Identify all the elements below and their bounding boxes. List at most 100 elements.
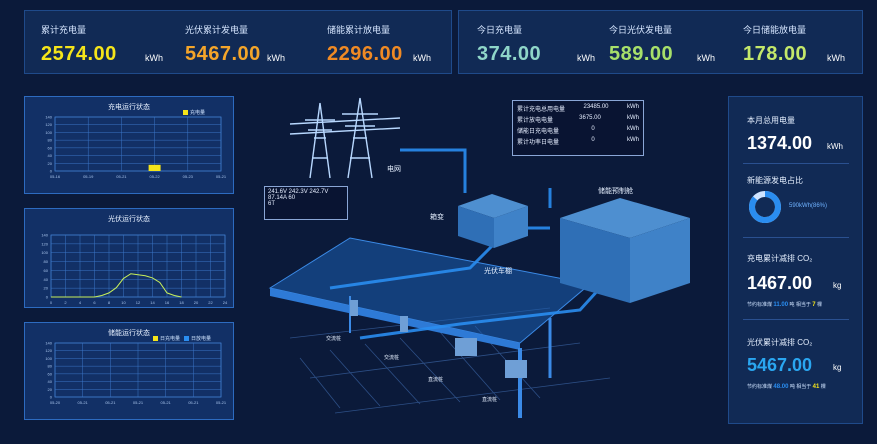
storage-info-key: 储能日充电电量 bbox=[517, 129, 560, 135]
storage-info-value: 0 bbox=[591, 137, 595, 143]
stat-value: 589.00 bbox=[609, 43, 674, 65]
grid-info-line: 6T bbox=[268, 201, 276, 207]
storage-info-unit: kWh bbox=[626, 137, 639, 143]
stat-value: 178.00 bbox=[743, 43, 808, 65]
charging-piles bbox=[350, 300, 527, 378]
y-tick-label: 40 bbox=[48, 379, 53, 384]
x-tick-label: 05-21 bbox=[78, 400, 89, 405]
transformer-right bbox=[494, 206, 528, 248]
y-tick-label: 120 bbox=[45, 122, 52, 127]
x-tick-label: 24 bbox=[223, 300, 228, 305]
storage-chart: 140 120 100 80 60 40 20 005-20 05-21 05-21 05-21 05… bbox=[45, 341, 227, 406]
grid-info-box: 241.6V 242.3V 242.7V 87.14A 60 6T bbox=[264, 186, 348, 220]
stat-label: 今日储能放电量 bbox=[743, 25, 807, 35]
charger-label: 交流桩 bbox=[384, 355, 400, 361]
y-tick-label: 60 bbox=[44, 268, 49, 273]
x-tick-label: 05-20 bbox=[50, 400, 61, 405]
x-tick-label: 8 bbox=[108, 300, 111, 305]
power-pylons bbox=[289, 97, 401, 179]
sub-unit: 棵 bbox=[817, 302, 823, 308]
x-tick-label: 0 bbox=[50, 300, 53, 305]
pv-co2-unit: kg bbox=[833, 363, 842, 372]
storage-info-row: 累计功率日电量 0 kWh bbox=[517, 137, 639, 146]
storage-status-panel: 储能运行状态 日充电量 日放电量 140 120 100 80 60 40 20 0 05-20 0… bbox=[24, 322, 234, 420]
sub-label: 节约标准煤 bbox=[747, 384, 773, 390]
x-tick-label: 20 bbox=[194, 300, 199, 305]
pv-chart-title: 光伏运行状态 bbox=[108, 216, 150, 223]
x-tick-label: 05-21 bbox=[105, 400, 116, 405]
pv-carport-label: 光伏车棚 bbox=[484, 268, 512, 275]
storage-info-row: 累计放电电量 3675.00 kWh bbox=[517, 115, 639, 124]
x-tick-label: 05-21 bbox=[161, 400, 172, 405]
sub-unit: 棵 bbox=[820, 384, 826, 390]
storage-right bbox=[630, 218, 690, 303]
x-tick-label: 18 bbox=[179, 300, 184, 305]
y-tick-label: 20 bbox=[48, 161, 53, 166]
daily-stats-bar: 今日充电量 374.00 kWh 今日光伏发电量 589.00 kWh 今日储能… bbox=[458, 10, 863, 74]
legend-swatch bbox=[152, 336, 158, 342]
legend-label-charge: 日充电量 bbox=[159, 336, 180, 342]
divider bbox=[743, 163, 849, 164]
charge-co2-unit: kg bbox=[833, 281, 842, 290]
storage-legend: 日充电量 日放电量 bbox=[149, 335, 211, 342]
charger-label: 直流桩 bbox=[428, 377, 444, 383]
grid-info-line: 87.14A 60 bbox=[268, 195, 296, 201]
carport-edge bbox=[270, 288, 520, 350]
x-tick-label: 05-22 bbox=[149, 174, 160, 179]
y-tick-label: 140 bbox=[41, 233, 48, 238]
stat-unit: kWh bbox=[577, 53, 595, 63]
storage-info-key: 累计充电总用电量 bbox=[517, 107, 566, 113]
sub-label: 相当于 bbox=[795, 302, 811, 308]
charger-label: 交流桩 bbox=[326, 336, 342, 342]
charge-co2-sub: 节约标准煤 11.00 吨 相当于 7 棵 bbox=[747, 301, 822, 308]
x-tick-label: 05-21 bbox=[216, 174, 227, 179]
legend-swatch bbox=[183, 336, 189, 342]
storage-label: 储能预制舱 bbox=[598, 188, 633, 195]
y-tick-label: 80 bbox=[48, 138, 53, 143]
pv-co2-value: 5467.00 bbox=[747, 355, 813, 375]
storage-info-value: 0 bbox=[591, 126, 595, 132]
y-tick-label: 40 bbox=[48, 153, 53, 158]
stat-unit: kWh bbox=[827, 53, 845, 63]
energy-flow-lines bbox=[329, 148, 602, 340]
x-tick-label: 05-16 bbox=[50, 174, 61, 179]
summary-panel: 本月总用电量 1374.00 kWh 新能源发电占比 590kWh(86%) 充… bbox=[728, 96, 863, 424]
stat-value: 2574.00 bbox=[41, 43, 117, 65]
x-tick-label: 16 bbox=[165, 300, 170, 305]
pv-co2-sub: 节约标准煤 48.00 吨 相当于 41 棵 bbox=[747, 383, 826, 390]
sub-value: 41 bbox=[812, 384, 820, 390]
storage-info-box: 累计充电总用电量 23485.00 kWh 累计放电电量 3675.00 kWh 储能日… bbox=[512, 100, 644, 156]
y-tick-label: 120 bbox=[45, 348, 52, 353]
x-tick-label: 2 bbox=[64, 300, 67, 305]
x-tick-label: 6 bbox=[93, 300, 96, 305]
stat-value: 374.00 bbox=[477, 43, 542, 65]
transformer-roof bbox=[458, 194, 528, 218]
charging-legend: 充电量 bbox=[179, 109, 205, 116]
monthly-usage-label: 本月总用电量 bbox=[747, 116, 795, 125]
legend-label: 充电量 bbox=[189, 110, 205, 116]
y-tick-label: 80 bbox=[48, 364, 53, 369]
sub-value: 7 bbox=[812, 302, 816, 308]
stat-unit: kWh bbox=[267, 53, 285, 63]
donut-fill bbox=[749, 191, 781, 223]
x-tick-label: 05-23 bbox=[183, 174, 194, 179]
x-tick-label: 22 bbox=[208, 300, 213, 305]
x-tick-label: 4 bbox=[79, 300, 82, 305]
stat-unit: kWh bbox=[697, 53, 715, 63]
grid-label: 电网 bbox=[387, 166, 401, 173]
energy-flow-scene: 241.6V 242.3V 242.7V 87.14A 60 6T 累计充电总用… bbox=[250, 88, 720, 438]
x-tick-label: 10 bbox=[121, 300, 126, 305]
legend-label-discharge: 日放电量 bbox=[190, 336, 211, 342]
monthly-usage-unit: kWh bbox=[827, 142, 843, 151]
y-tick-label: 80 bbox=[44, 259, 49, 264]
stat-value: 2296.00 bbox=[327, 43, 403, 65]
bar bbox=[148, 164, 161, 171]
stat-value: 5467.00 bbox=[185, 43, 261, 65]
storage-info-unit: kWh bbox=[626, 126, 639, 132]
storage-info-row: 累计充电总用电量 23485.00 kWh bbox=[517, 104, 639, 113]
storage-info-row: 储能日充电电量 0 kWh bbox=[517, 126, 639, 135]
storage-info-value: 23485.00 bbox=[583, 104, 609, 110]
charging-chart-title: 充电运行状态 bbox=[108, 104, 150, 111]
scene-illustration bbox=[268, 97, 690, 418]
